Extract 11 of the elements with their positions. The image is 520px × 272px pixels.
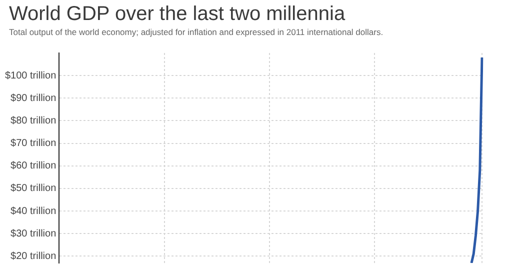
y-tick-label: $30 trillion [10,228,56,240]
y-tick-label: $60 trillion [10,160,56,172]
chart-title: World GDP over the last two millennia [9,3,346,26]
y-tick-label: $100 trillion [4,70,56,82]
y-tick-label: $80 trillion [10,115,56,126]
chart-subtitle: Total output of the world economy; adjusted for inflation and expressed in 2011 international dollars. [9,27,384,37]
y-tick-label: $50 trillion [10,183,56,194]
y-tick-label: $70 trillion [10,138,56,150]
y-tick-label: $90 trillion [10,92,56,104]
y-tick-label: $20 trillion [10,250,56,262]
y-tick-label: $40 trillion [10,206,56,217]
